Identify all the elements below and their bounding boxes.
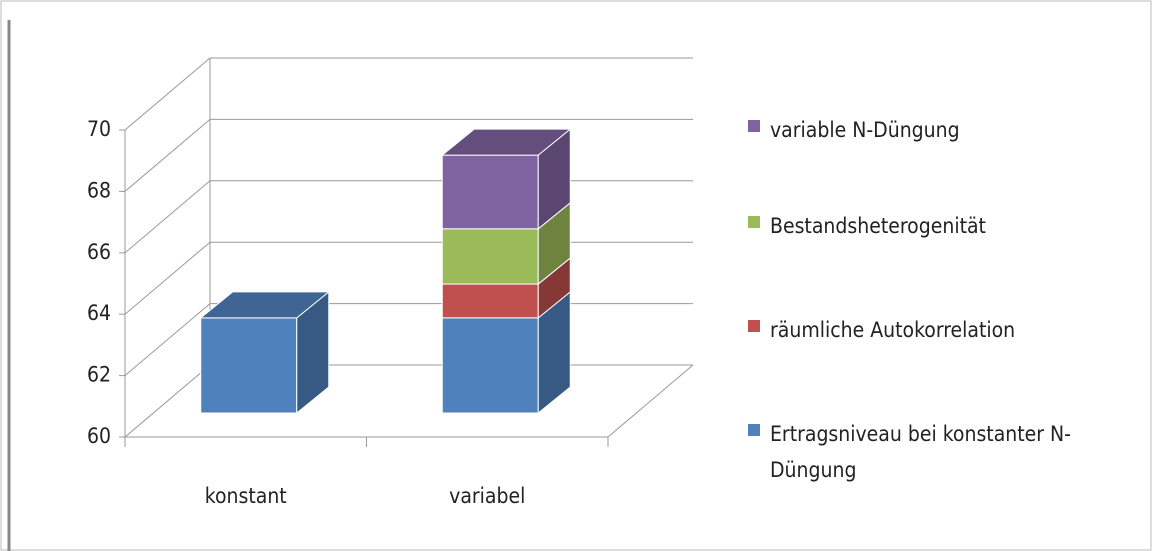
grid-line: [124, 303, 211, 376]
legend-label: variable N-Düngung: [770, 118, 960, 142]
x-tick-label: variabel: [449, 484, 525, 508]
bar-top: [440, 128, 572, 156]
bar-segment: [441, 317, 539, 414]
bar-segment: [441, 228, 539, 285]
grid-line: [124, 364, 211, 438]
bar-segment: [441, 154, 539, 230]
y-tick-label: 66: [87, 240, 111, 264]
legend-item: Ertragsniveau bei konstanter N-Düngung: [748, 416, 1100, 488]
grid-line: [124, 57, 211, 131]
bar-segment: [441, 283, 539, 319]
y-tick-label: 62: [87, 363, 111, 387]
legend-label: räumliche Autokorrelation: [770, 318, 1016, 342]
x-tick-label: konstant: [205, 484, 287, 508]
y-tick-label: 70: [87, 117, 111, 141]
legend-swatch: [748, 320, 760, 332]
legend-swatch: [748, 424, 760, 436]
bar-segment: [200, 317, 298, 414]
floor-right-edge: [607, 364, 694, 438]
y-tick-label: 60: [87, 424, 111, 448]
y-tick-label: 64: [87, 301, 111, 325]
legend-label: Ertragsniveau bei konstanter N-Düngung: [770, 422, 1072, 482]
legend-swatch: [748, 216, 760, 228]
grid-line: [124, 180, 211, 254]
grid-line: [124, 241, 211, 315]
legend-item: variable N-Düngung: [748, 112, 1100, 148]
legend-swatch: [748, 120, 760, 132]
legend-item: räumliche Autokorrelation: [748, 312, 1100, 348]
y-tick-label: 68: [87, 178, 111, 202]
bar-top: [199, 291, 331, 319]
legend-item: Bestandsheterogenität: [748, 208, 1100, 244]
legend-label: Bestandsheterogenität: [770, 214, 986, 238]
grid-line: [124, 119, 211, 192]
